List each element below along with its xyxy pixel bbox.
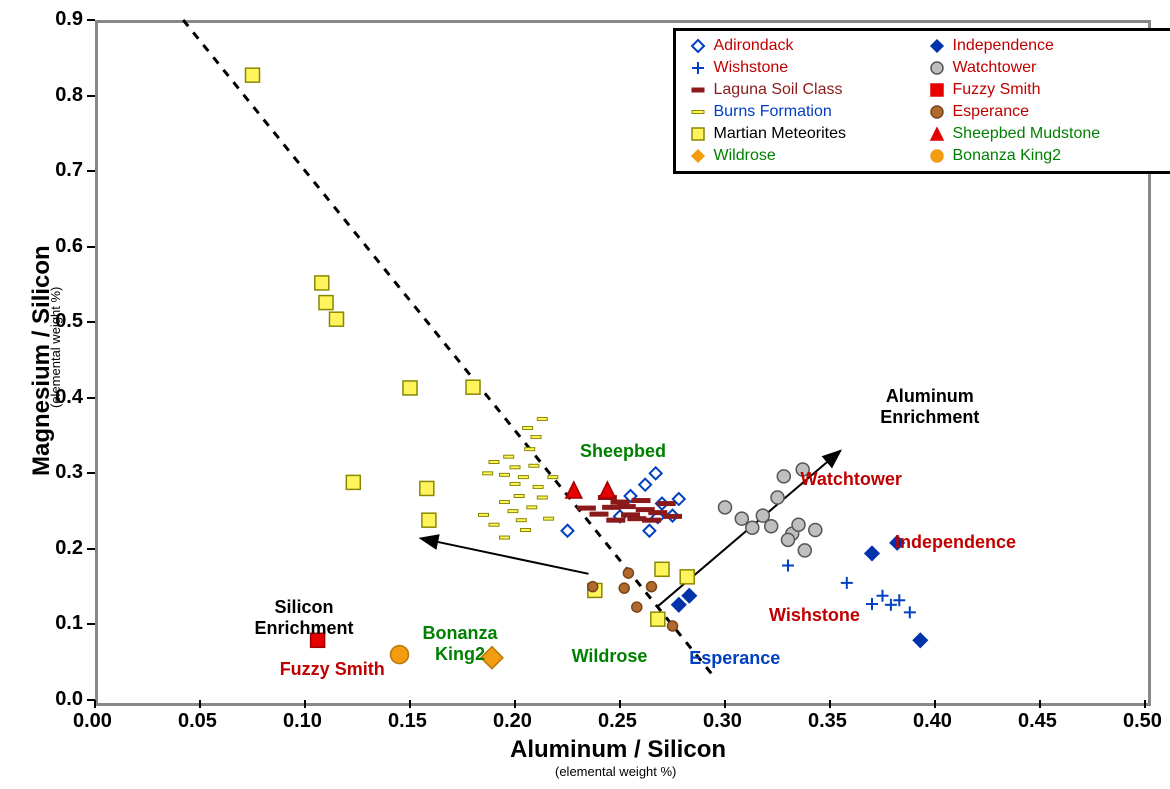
- legend-swatch: [927, 60, 947, 76]
- x-tick-label: 0.10: [283, 710, 322, 733]
- annotation-fuzzy-smith: Fuzzy Smith: [280, 659, 385, 680]
- legend-label: Watchtower: [953, 59, 1037, 77]
- legend-item-martian-meteorites: Martian Meteorites: [688, 125, 919, 143]
- legend-label: Fuzzy Smith: [953, 81, 1041, 99]
- legend-label: Wishstone: [714, 59, 789, 77]
- annotation-sheepbed: Sheepbed: [580, 441, 666, 462]
- chart-container: Magnesium / Silicon (elemental weight %)…: [0, 0, 1170, 789]
- legend-item-wildrose: Wildrose: [688, 147, 919, 165]
- legend-item-sheepbed-mudstone: Sheepbed Mudstone: [927, 125, 1158, 143]
- y-tick-label: 0.6: [55, 235, 83, 258]
- y-tick-label: 0.0: [55, 688, 83, 711]
- legend-item-independence: Independence: [927, 37, 1158, 55]
- y-tick-label: 0.1: [55, 612, 83, 635]
- x-tick-label: 0.25: [598, 710, 637, 733]
- x-tick-label: 0.45: [1018, 710, 1057, 733]
- annotation-wildrose: Wildrose: [572, 646, 648, 667]
- legend-label: Wildrose: [714, 147, 776, 165]
- legend-label: Adirondack: [714, 37, 794, 55]
- y-tick-label: 0.3: [55, 461, 83, 484]
- x-tick-label: 0.00: [73, 710, 112, 733]
- annotation-esperance: Esperance: [689, 648, 780, 669]
- legend-swatch: [927, 38, 947, 54]
- y-tick-label: 0.4: [55, 386, 83, 409]
- x-tick-label: 0.50: [1123, 710, 1162, 733]
- legend-item-adirondack: Adirondack: [688, 37, 919, 55]
- annotation-bonanza: Bonanza King2: [423, 623, 498, 665]
- y-tick-label: 0.8: [55, 84, 83, 107]
- legend-grid: Adirondack Independence Wishstone Watchtowe…: [688, 37, 1158, 165]
- legend-swatch: [688, 126, 708, 142]
- x-axis-label: Aluminum / Silicon: [510, 736, 726, 764]
- annotation-independence: Independence: [895, 532, 1016, 553]
- legend-swatch: [927, 104, 947, 120]
- legend-label: Burns Formation: [714, 103, 832, 121]
- legend-swatch: [688, 82, 708, 98]
- y-tick-label: 0.2: [55, 537, 83, 560]
- legend-label: Martian Meteorites: [714, 125, 847, 143]
- x-tick-label: 0.15: [388, 710, 427, 733]
- legend-label: Independence: [953, 37, 1054, 55]
- y-tick-label: 0.9: [55, 8, 83, 31]
- annotation-watchtower: Watchtower: [801, 469, 902, 490]
- y-tick-label: 0.5: [55, 310, 83, 333]
- legend-label: Bonanza King2: [953, 147, 1062, 165]
- legend-swatch: [688, 38, 708, 54]
- legend-item-bonanza-king2: Bonanza King2: [927, 147, 1158, 165]
- annotation-silicon: Silicon Enrichment: [255, 597, 354, 639]
- legend-label: Esperance: [953, 103, 1030, 121]
- legend-item-fuzzy-smith: Fuzzy Smith: [927, 81, 1158, 99]
- y-tick-label: 0.7: [55, 159, 83, 182]
- x-tick-label: 0.40: [913, 710, 952, 733]
- legend-item-watchtower: Watchtower: [927, 59, 1158, 77]
- legend-item-wishstone: Wishstone: [688, 59, 919, 77]
- x-tick-label: 0.05: [178, 710, 217, 733]
- legend-swatch: [927, 148, 947, 164]
- legend-swatch: [927, 82, 947, 98]
- x-axis-sublabel: (elemental weight %): [555, 764, 676, 779]
- legend-item-laguna-soil-class: Laguna Soil Class: [688, 81, 919, 99]
- x-tick-label: 0.30: [703, 710, 742, 733]
- x-tick-label: 0.20: [493, 710, 532, 733]
- legend-box: Adirondack Independence Wishstone Watchtowe…: [673, 28, 1170, 174]
- legend-swatch: [688, 60, 708, 76]
- annotation-aluminum: Aluminum Enrichment: [880, 386, 979, 428]
- legend-item-burns-formation: Burns Formation: [688, 103, 919, 121]
- legend-swatch: [927, 126, 947, 142]
- legend-label: Laguna Soil Class: [714, 81, 843, 99]
- legend-item-esperance: Esperance: [927, 103, 1158, 121]
- x-tick-label: 0.35: [808, 710, 847, 733]
- legend-swatch: [688, 104, 708, 120]
- legend-label: Sheepbed Mudstone: [953, 125, 1101, 143]
- annotation-wishstone: Wishstone: [769, 605, 860, 626]
- legend-swatch: [688, 148, 708, 164]
